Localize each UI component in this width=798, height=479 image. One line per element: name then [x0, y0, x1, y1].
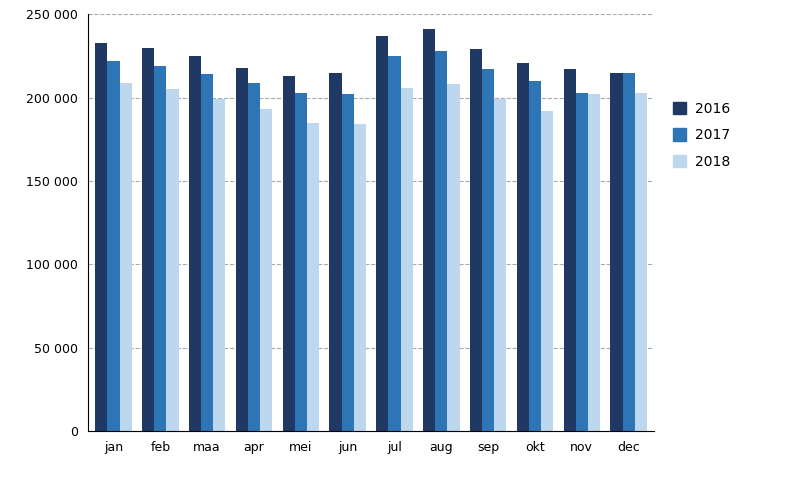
- Bar: [435, 51, 448, 431]
- Bar: [470, 49, 482, 431]
- Bar: [622, 73, 634, 431]
- Bar: [330, 73, 342, 431]
- Bar: [189, 56, 201, 431]
- Bar: [588, 94, 600, 431]
- Bar: [248, 83, 260, 431]
- Bar: [201, 74, 213, 431]
- Bar: [120, 83, 132, 431]
- Bar: [423, 29, 435, 431]
- Bar: [354, 125, 366, 431]
- Bar: [342, 94, 354, 431]
- Bar: [142, 48, 154, 431]
- Bar: [213, 99, 226, 431]
- Bar: [307, 123, 319, 431]
- Bar: [529, 81, 541, 431]
- Bar: [95, 43, 108, 431]
- Bar: [389, 56, 401, 431]
- Bar: [108, 61, 120, 431]
- Bar: [575, 93, 588, 431]
- Bar: [294, 93, 307, 431]
- Bar: [376, 36, 389, 431]
- Bar: [154, 66, 167, 431]
- Bar: [260, 109, 272, 431]
- Bar: [401, 88, 413, 431]
- Bar: [448, 84, 460, 431]
- Bar: [167, 90, 179, 431]
- Bar: [563, 69, 575, 431]
- Bar: [494, 99, 507, 431]
- Bar: [634, 93, 647, 431]
- Bar: [482, 69, 494, 431]
- Legend: 2016, 2017, 2018: 2016, 2017, 2018: [667, 96, 736, 174]
- Bar: [516, 63, 529, 431]
- Bar: [282, 76, 294, 431]
- Bar: [610, 73, 622, 431]
- Bar: [235, 68, 248, 431]
- Bar: [541, 111, 553, 431]
